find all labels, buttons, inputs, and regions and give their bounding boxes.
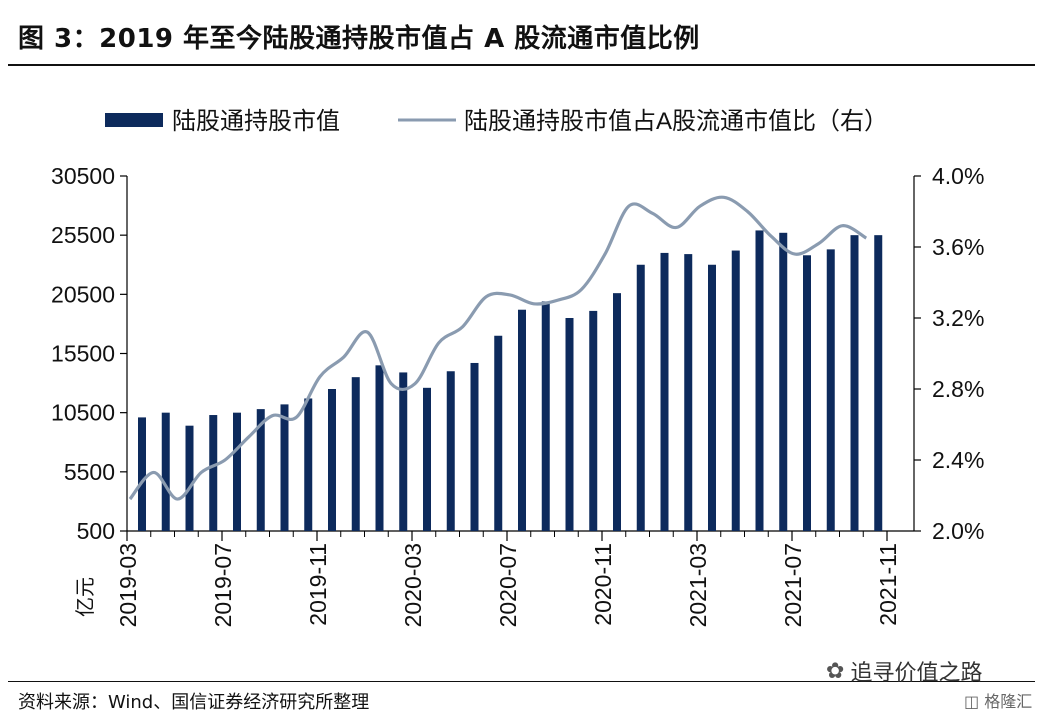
footer-divider (8, 681, 1035, 682)
bar (209, 415, 218, 531)
series-line (128, 195, 868, 501)
bar (826, 249, 835, 531)
legend: 陆股通持股市值 陆股通持股市值占A股流通市值比（右） (105, 108, 888, 135)
watermark: ✿ 追寻价值之路 (826, 655, 982, 687)
bar (660, 252, 669, 531)
y-unit-label: 亿元 (74, 577, 97, 617)
bar (636, 264, 645, 531)
bar (304, 398, 313, 531)
watermark-text: 追寻价值之路 (850, 661, 983, 686)
bar (423, 387, 431, 531)
bar (779, 232, 788, 532)
bar (803, 255, 811, 532)
bar (446, 371, 455, 531)
x-tick-label: 2020-03 (400, 543, 426, 627)
chart: 陆股通持股市值 陆股通持股市值占A股流通市值比（右） 亿元 500 5500 105… (51, 108, 984, 627)
bar (755, 230, 764, 531)
bar (161, 412, 170, 531)
y-left-tick-label: 15500 (51, 341, 115, 367)
bar (399, 372, 408, 531)
y-right-tick-label: 2.8% (932, 376, 984, 402)
title-divider (8, 64, 1035, 66)
legend-label-line: 陆股通持股市值占A股流通市值比（右） (464, 108, 888, 135)
bar (708, 264, 716, 531)
y-left-tick-label: 5500 (64, 459, 115, 485)
y-left-tick-label: 25500 (51, 222, 115, 248)
y-right-tick-label: 4.0% (932, 163, 984, 189)
bar (541, 301, 550, 531)
legend-swatch-bar (105, 113, 163, 127)
bar (731, 250, 740, 532)
y-right-tick-label: 2.0% (932, 518, 984, 544)
x-tick-label: 2019-11 (305, 543, 331, 626)
bar (138, 417, 146, 531)
figure-title: 图 3：2019 年至今陆股通持股市值占 A 股流通市值比例 (18, 24, 700, 54)
x-tick-label: 2021-03 (685, 543, 711, 627)
bar (233, 412, 241, 531)
bar (613, 293, 621, 531)
y-left-tick-label: 10500 (51, 400, 115, 426)
x-tick-label: 2021-11 (875, 543, 901, 626)
bar (328, 389, 336, 531)
bar (874, 235, 883, 531)
bar (185, 425, 194, 531)
bar (351, 377, 360, 531)
y-right-tick-label: 3.6% (932, 234, 984, 260)
wechat-icon: ✿ (826, 658, 845, 684)
badge-icon: ◫ (964, 692, 980, 711)
y-left-tick-label: 20500 (51, 281, 115, 307)
badge: ◫ 格隆汇 (964, 688, 1032, 712)
bar (850, 235, 859, 531)
y-right-tick-label: 3.2% (932, 305, 984, 331)
x-tick-label: 2020-11 (590, 543, 616, 626)
x-tick-label: 2019-03 (115, 543, 141, 627)
badge-text: 格隆汇 (984, 692, 1033, 711)
bar (565, 318, 574, 531)
y-left-tick-label: 500 (77, 518, 115, 544)
y-left-tick-label: 30500 (51, 163, 115, 189)
bar (280, 404, 289, 531)
x-tick-label: 2021-07 (780, 543, 806, 627)
legend-label-bar: 陆股通持股市值 (172, 108, 340, 135)
y-right-tick-label: 2.4% (932, 447, 984, 473)
x-tick-label: 2019-07 (210, 543, 236, 627)
bar (518, 309, 526, 531)
x-tick-label: 2020-07 (495, 543, 521, 627)
bar (256, 409, 265, 531)
figure-header: 图 3：2019 年至今陆股通持股市值占 A 股流通市值比例 (0, 0, 1043, 66)
bar (684, 254, 693, 531)
bar (470, 362, 479, 531)
bar (375, 365, 384, 531)
bar (589, 310, 598, 531)
bar (494, 335, 503, 531)
source-note: 资料来源：Wind、国信证券经济研究所整理 (18, 692, 370, 713)
